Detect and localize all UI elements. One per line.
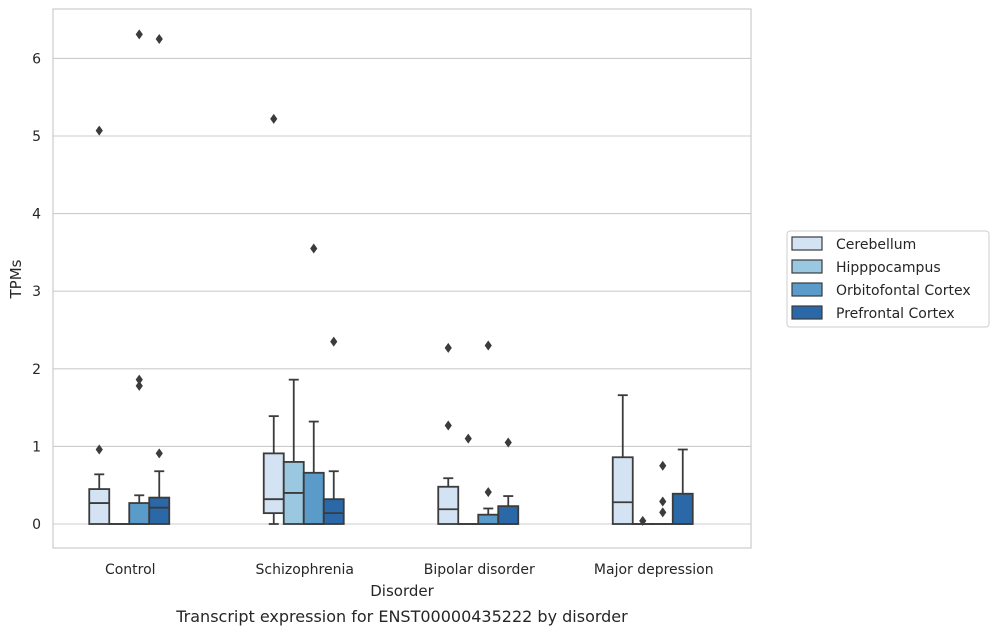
y-tick-labels: 0 1 2 3 4 5 6	[32, 51, 41, 533]
box-body	[262, 452, 285, 515]
outlier-point	[659, 460, 667, 471]
box-3-1	[437, 342, 460, 525]
legend-label: Prefrontal Cortex	[836, 306, 955, 322]
y-axis-title: TPMs	[7, 259, 25, 299]
legend-swatch	[791, 282, 823, 297]
box-body	[322, 498, 345, 525]
box-4-4	[671, 448, 694, 525]
outlier-point	[330, 336, 338, 347]
box-body	[497, 505, 520, 525]
box-body	[671, 492, 694, 525]
x-tick-label: Major depression	[594, 562, 714, 578]
outlier-point	[444, 420, 452, 431]
box-3-4	[497, 437, 520, 525]
y-tick-label: 4	[32, 207, 41, 223]
outlier-point	[310, 243, 318, 254]
legend-label: Cerebellum	[836, 237, 916, 253]
box-2-3	[302, 243, 325, 525]
chart-caption: Transcript expression for ENST0000043522…	[175, 607, 628, 626]
box-4-1	[611, 394, 634, 525]
y-tick-label: 0	[32, 517, 41, 533]
outlier-point	[95, 444, 103, 455]
outlier-point	[639, 515, 647, 526]
box-2-2	[282, 378, 305, 525]
legend-swatch	[791, 236, 823, 251]
box-body	[477, 513, 500, 525]
legend-label: Orbitofontal Cortex	[836, 283, 971, 299]
gridlines	[53, 57, 751, 525]
x-tick-label: Bipolar disorder	[424, 562, 535, 578]
x-axis-title: Disorder	[370, 582, 434, 600]
y-tick-label: 5	[32, 129, 41, 145]
outlier-point	[484, 487, 492, 498]
box-2-4	[322, 336, 345, 525]
x-tick-labels: Control Schizophrenia Bipolar disorder Majo…	[105, 562, 714, 578]
box-body	[88, 488, 111, 525]
y-tick-label: 1	[32, 439, 41, 455]
box-body	[128, 502, 151, 525]
y-tick-label: 6	[32, 51, 41, 67]
outlier-point	[135, 29, 143, 40]
legend-swatch	[791, 259, 823, 274]
outlier-point	[444, 342, 452, 353]
legend-swatch	[791, 305, 823, 320]
box-body	[148, 496, 171, 525]
outlier-point	[659, 507, 667, 518]
outlier-point	[504, 437, 512, 448]
box-2-1	[262, 113, 285, 525]
legend: Cerebellum Hipppocampus Orbitofontal Corte…	[786, 230, 990, 328]
legend-label: Hipppocampus	[836, 260, 941, 276]
x-tick-label: Schizophrenia	[256, 562, 354, 578]
outlier-point	[135, 380, 143, 391]
box-groups	[88, 29, 694, 526]
outlier-point	[464, 433, 472, 444]
outlier-point	[95, 125, 103, 136]
outlier-point	[270, 113, 278, 124]
plot-area	[52, 8, 752, 549]
box-body	[437, 485, 460, 525]
x-tick-label: Control	[105, 562, 156, 578]
outlier-point	[659, 496, 667, 507]
outlier-point	[135, 374, 143, 385]
legend-frame	[786, 230, 990, 328]
outlier-point	[484, 340, 492, 351]
y-tick-label: 3	[32, 284, 41, 300]
y-tick-label: 2	[32, 362, 41, 378]
box-1-1	[88, 125, 111, 525]
box-1-4	[148, 34, 171, 525]
box-body	[302, 471, 325, 525]
outlier-point	[155, 34, 163, 44]
box-body	[611, 456, 634, 525]
outlier-point	[155, 448, 163, 459]
